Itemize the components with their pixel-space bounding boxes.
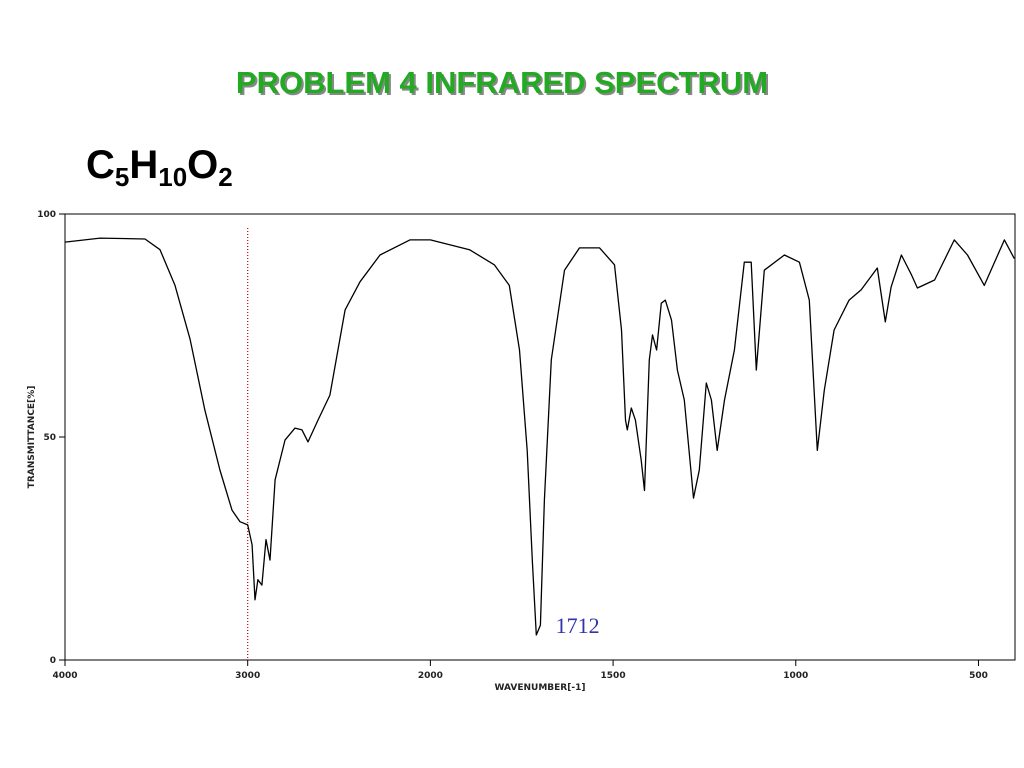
y-axis-label: TRANSMITTANCE[%] xyxy=(27,386,37,489)
x-axis-label: WAVENUMBER[-1] xyxy=(495,683,586,693)
spectrum-line xyxy=(64,237,1015,636)
x-tick-label: 2000 xyxy=(418,671,443,681)
element: H xyxy=(129,143,158,187)
y-tick-label: 0 xyxy=(50,656,56,666)
element: C xyxy=(86,143,115,187)
y-tick-label: 100 xyxy=(37,210,56,220)
plot-frame xyxy=(64,213,1016,661)
x-tick-label: 500 xyxy=(969,671,988,681)
subscript: 5 xyxy=(115,162,129,192)
y-tick-label: 50 xyxy=(43,433,56,443)
title-shadow: PROBLEM 4 INFRARED SPECTRUM xyxy=(238,67,770,102)
annotation: 1712 xyxy=(556,613,600,638)
chart-title: PROBLEM 4 INFRARED SPECTRUM xyxy=(236,65,768,100)
subscript: 10 xyxy=(158,162,187,192)
x-tick-label: 4000 xyxy=(52,671,77,681)
formula: C5H10O2 xyxy=(86,143,233,192)
element: O xyxy=(187,143,218,187)
subscript: 2 xyxy=(218,162,232,192)
x-tick-label: 1500 xyxy=(601,671,626,681)
x-tick-label: 3000 xyxy=(235,671,260,681)
x-tick-label: 1000 xyxy=(783,671,808,681)
